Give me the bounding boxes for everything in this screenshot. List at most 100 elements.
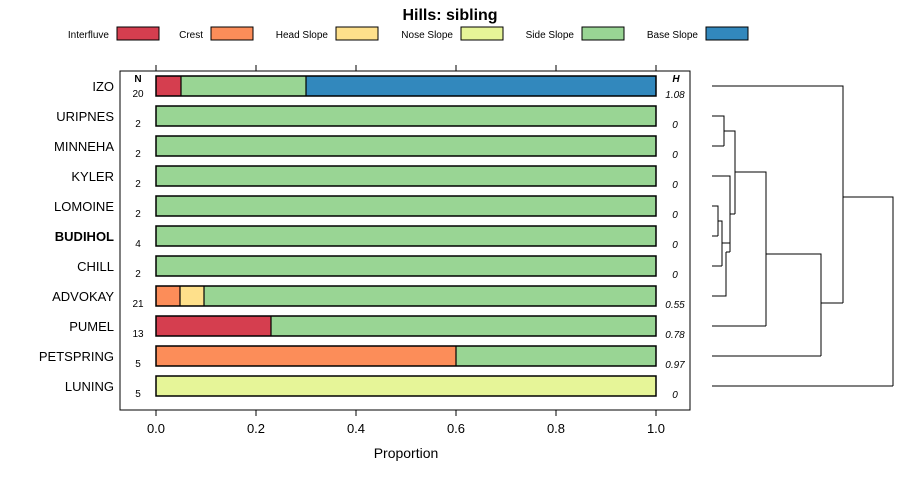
dendro-branch <box>712 85 844 303</box>
row-n: 2 <box>135 179 141 190</box>
row-h: 0.97 <box>665 360 685 371</box>
row-label: CHILL <box>77 259 114 274</box>
row-h: 0.55 <box>665 300 685 311</box>
bar-segment <box>156 316 271 336</box>
row-n: 4 <box>135 239 141 250</box>
bar-segment <box>156 226 656 246</box>
dendro-branch <box>712 175 731 252</box>
bar-segment <box>156 136 656 156</box>
dendro-branch <box>718 220 723 266</box>
legend-label: Base Slope <box>647 30 699 41</box>
dendrogram <box>712 85 894 387</box>
bar-segment <box>156 166 656 186</box>
row-h: 0.78 <box>665 330 685 341</box>
bar-outline <box>155 255 657 277</box>
row-label: PETSPRING <box>39 349 114 364</box>
row-label: PUMEL <box>69 319 114 334</box>
row-n: 2 <box>135 209 141 220</box>
row-h: 0 <box>672 120 678 131</box>
legend-label: Head Slope <box>276 30 329 41</box>
row-n: 2 <box>135 119 141 130</box>
row-h: 0 <box>672 270 678 281</box>
row-h: 0 <box>672 210 678 221</box>
row-label: MINNEHA <box>54 139 114 154</box>
row-n: 2 <box>135 149 141 160</box>
bar-segment <box>271 316 656 336</box>
row-n: 20 <box>132 89 144 100</box>
bar-segment <box>156 286 180 306</box>
row-label: LUNING <box>65 379 114 394</box>
x-tick-label: 0.6 <box>447 421 465 436</box>
bar-segment <box>156 376 656 396</box>
dendro-branch <box>712 252 727 297</box>
dendro-branch <box>712 115 725 146</box>
legend-swatch <box>116 26 160 41</box>
x-tick-label: 0.4 <box>347 421 365 436</box>
x-axis: 0.0 0.2 0.4 0.6 0.8 1.0 <box>147 410 665 436</box>
legend-swatch <box>210 26 254 41</box>
chart-title: Hills: sibling <box>402 7 497 24</box>
legend-label: Crest <box>179 30 203 41</box>
bar-segment <box>156 346 456 366</box>
x-tick-label: 0.0 <box>147 421 165 436</box>
h-column-header: H <box>672 74 680 85</box>
dendro-branch <box>843 196 894 386</box>
bar-segment <box>181 76 306 96</box>
row-n: 5 <box>135 359 141 370</box>
legend-label: Side Slope <box>526 30 575 41</box>
row-minneha: MINNEHA 2 0 <box>54 135 678 161</box>
dendro-branch <box>712 205 719 236</box>
row-h: 0 <box>672 240 678 251</box>
n-column-header: N <box>134 74 141 85</box>
legend-swatch <box>581 26 625 41</box>
x-axis-label: Proportion <box>374 445 439 461</box>
plot-panel <box>119 70 691 411</box>
x-tick-label: 1.0 <box>647 421 665 436</box>
bar-segment <box>156 256 656 276</box>
x-tick-label: 0.2 <box>247 421 265 436</box>
row-label: ADVOKAY <box>52 289 114 304</box>
row-budihol: BUDIHOL 4 0 <box>55 225 678 251</box>
row-n: 5 <box>135 389 141 400</box>
bar-outline <box>155 225 657 247</box>
row-kyler: KYLER 2 0 <box>71 165 678 191</box>
bar-segment <box>306 76 656 96</box>
bar-outline <box>155 345 657 367</box>
row-luning: LUNING 5 0 <box>65 375 678 401</box>
x-tick-label: 0.8 <box>547 421 565 436</box>
row-h: 0 <box>672 390 678 401</box>
dendro-branch <box>735 171 767 326</box>
row-label: IZO <box>92 79 114 94</box>
row-n: 21 <box>132 299 144 310</box>
row-label: LOMOINE <box>54 199 114 214</box>
row-petspring: PETSPRING 5 0.97 <box>39 345 685 371</box>
bar-outline <box>155 75 657 97</box>
row-h: 0 <box>672 180 678 191</box>
row-label: KYLER <box>71 169 114 184</box>
bar-outline <box>155 375 657 397</box>
legend-label: Interfluve <box>68 30 110 41</box>
bar-segment <box>156 76 181 96</box>
row-h: 1.08 <box>665 90 685 101</box>
bar-outline <box>155 135 657 157</box>
row-izo: IZO 20 1.08 <box>92 75 685 101</box>
legend-swatch <box>335 26 379 41</box>
bar-outline <box>155 285 657 307</box>
row-lomoine: LOMOINE 2 0 <box>54 195 678 221</box>
bar-segment <box>156 196 656 216</box>
legend-label: Nose Slope <box>401 30 453 41</box>
row-advokay: ADVOKAY 21 0.55 <box>52 285 685 311</box>
legend-swatch <box>460 26 504 41</box>
bar-segment <box>456 346 656 366</box>
bar-outline <box>155 315 657 337</box>
bar-segment <box>204 286 656 306</box>
row-label: BUDIHOL <box>55 229 114 244</box>
dendro-branch <box>766 253 822 356</box>
row-h: 0 <box>672 150 678 161</box>
bar-segment <box>156 106 656 126</box>
row-label: URIPNES <box>56 109 114 124</box>
bar-outline <box>155 195 657 217</box>
bar-outline <box>155 165 657 187</box>
